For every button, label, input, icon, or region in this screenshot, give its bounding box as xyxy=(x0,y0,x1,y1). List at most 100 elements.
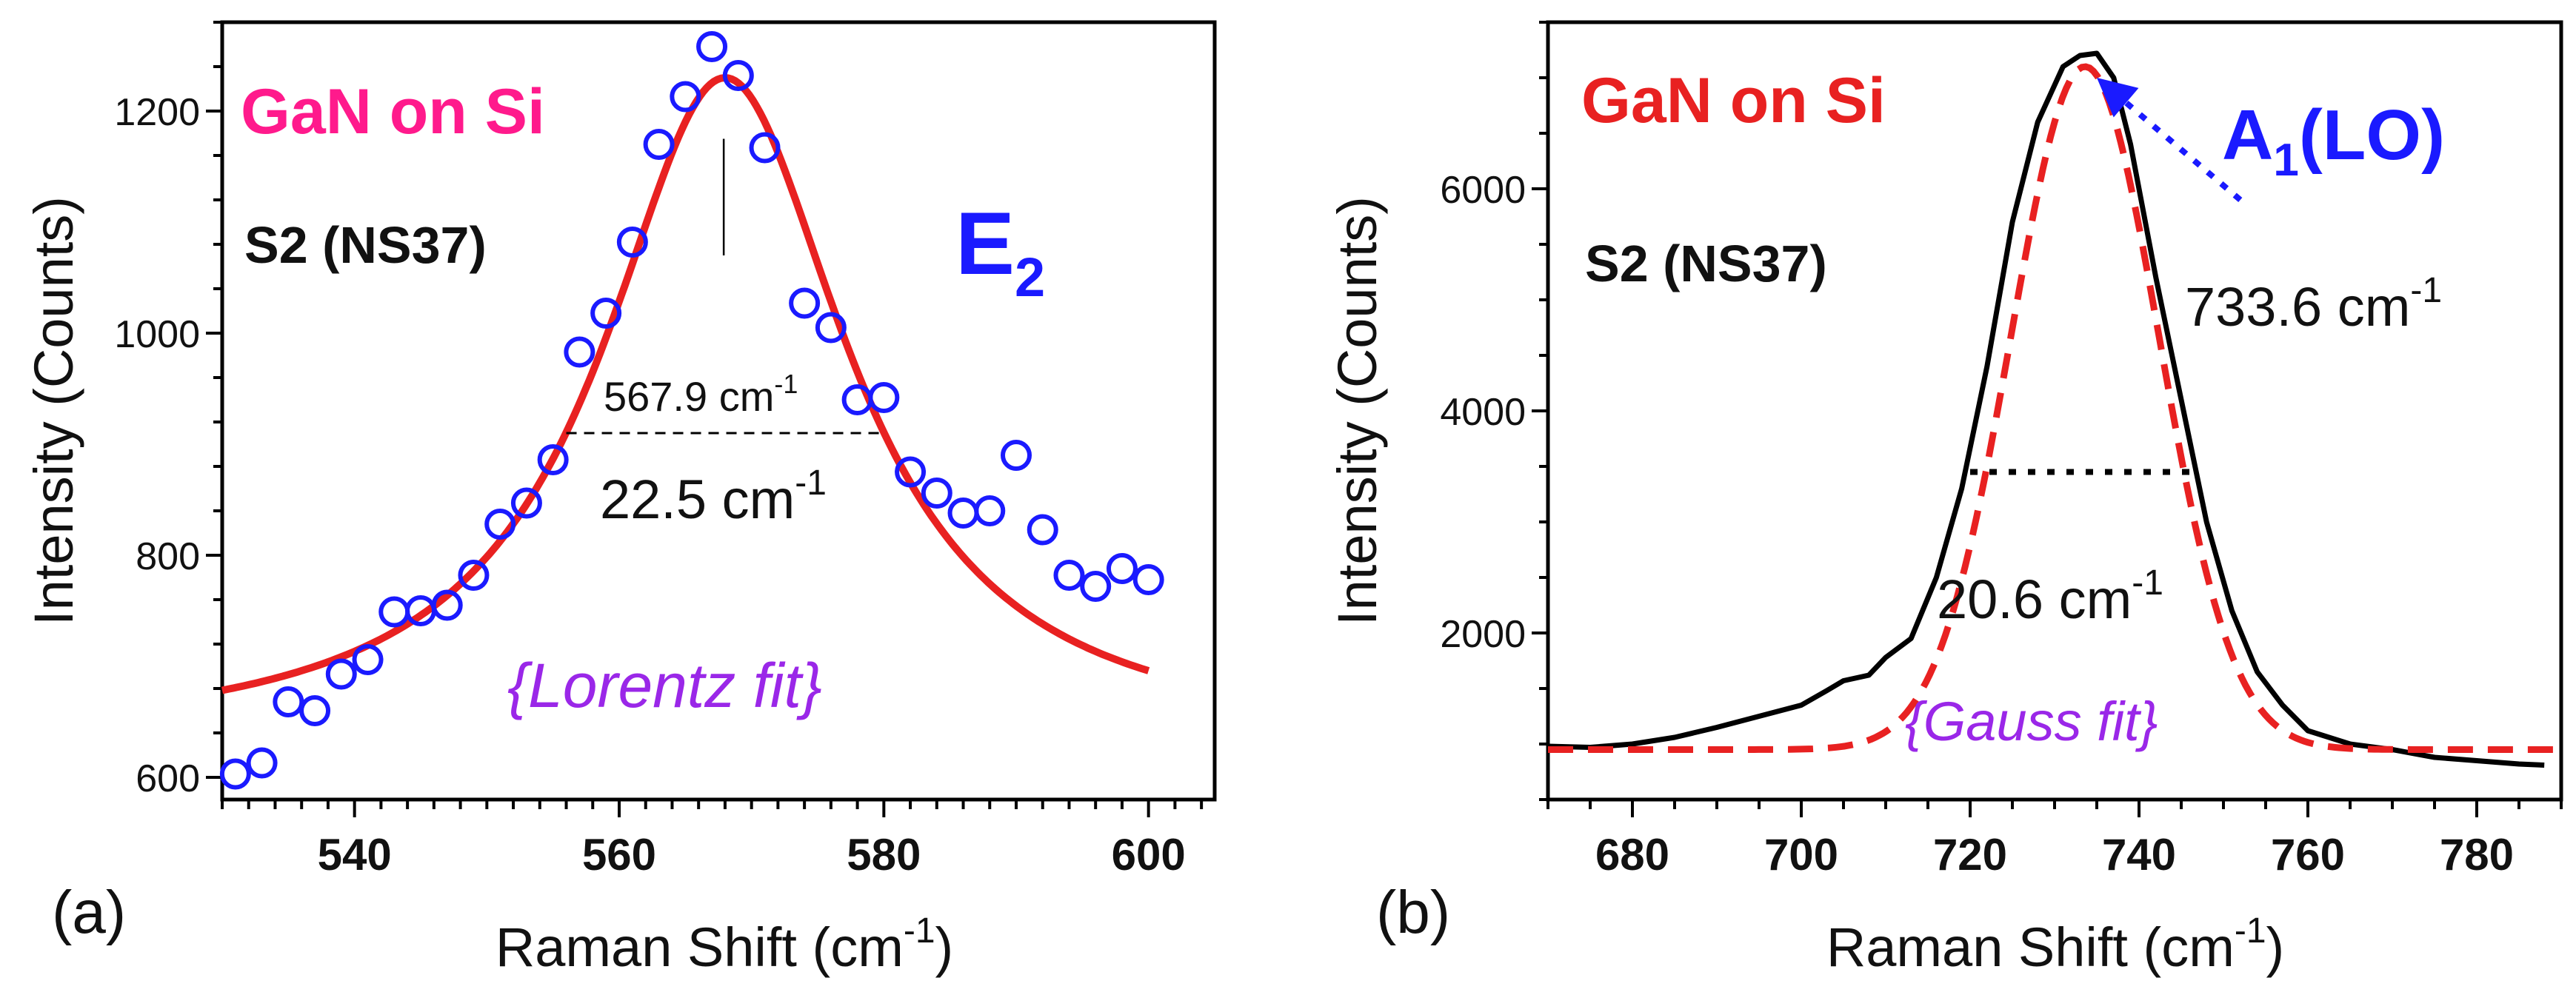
data-point xyxy=(749,132,781,164)
data-point xyxy=(921,478,952,509)
y-tick-label: 6000 xyxy=(1440,169,1526,212)
panel-a-fwhm-text: 22.5 cm xyxy=(600,469,795,530)
panel-a-data-points xyxy=(219,31,1164,790)
panel-b-fwhm-sup: -1 xyxy=(2132,563,2163,603)
panel-a-fit-label: {Lorentz fit} xyxy=(507,651,822,720)
data-point xyxy=(1106,553,1138,584)
data-point xyxy=(219,758,251,790)
panel-b-mode-sub: 1 xyxy=(2273,135,2298,186)
panel-a-sample-id: S2 (NS37) xyxy=(244,216,487,274)
x-tick-label: 740 xyxy=(2102,830,2176,880)
panel-b-x-ticks: 680 700 720 740 760 780 xyxy=(1546,800,2563,880)
x-tick-label: 560 xyxy=(582,830,656,880)
panel-a-xlabel-end: ) xyxy=(935,917,954,978)
panel-b-arrow-head xyxy=(2097,78,2139,118)
panel-a-x-ticks: 540 560 580 600 xyxy=(221,800,1204,880)
y-tick-label: 1200 xyxy=(114,91,200,134)
panel-a-fwhm-label: 22.5 cm-1 xyxy=(600,463,827,530)
panel-b-peak-text: 733.6 cm xyxy=(2185,276,2410,338)
panel-a-peak-text: 567.9 cm xyxy=(604,373,774,420)
panel-a-peak-sup: -1 xyxy=(774,369,798,399)
data-point xyxy=(299,695,331,726)
x-tick-label: 600 xyxy=(1112,830,1186,880)
panel-b-peak-label: 733.6 cm-1 xyxy=(2185,271,2442,338)
panel-b-xlabel-sup: -1 xyxy=(2235,911,2266,951)
panel-b-xlabel-end: ) xyxy=(2266,917,2285,978)
panel-a-y-ticks: 600 800 1000 1200 xyxy=(114,21,222,800)
y-tick-label: 4000 xyxy=(1440,391,1526,434)
panel-a-y-axis-label: Intensity (Counts) xyxy=(23,196,84,626)
panel-b-peak-sup: -1 xyxy=(2410,271,2442,310)
panel-a-frame xyxy=(220,20,1217,802)
x-tick-label: 700 xyxy=(1764,830,1838,880)
panel-a-xlabel-main: Raman Shift (cm xyxy=(495,917,904,978)
data-point xyxy=(484,509,516,540)
y-tick-label: 1000 xyxy=(114,313,200,356)
panel-a-lorentz-fit-curve xyxy=(221,73,1150,694)
panel-b-gauss-fit-curve xyxy=(1548,63,2561,753)
data-point xyxy=(458,560,490,591)
data-point xyxy=(670,81,701,113)
panel-a-sample-label: GaN on Si xyxy=(241,76,545,147)
data-point xyxy=(895,456,927,488)
x-tick-label: 720 xyxy=(1933,830,2007,880)
panel-a-x-axis-label: Raman Shift (cm-1) xyxy=(495,911,953,978)
panel-b-y-ticks: 2000 4000 6000 xyxy=(1440,21,1548,801)
data-point xyxy=(789,287,821,319)
data-point xyxy=(947,498,979,529)
data-point xyxy=(868,382,900,413)
data-point xyxy=(616,227,648,258)
x-tick-label: 540 xyxy=(318,830,392,880)
data-point xyxy=(1027,514,1058,546)
data-point xyxy=(564,336,595,368)
data-point xyxy=(352,644,384,675)
data-point xyxy=(1053,560,1085,591)
panel-a-mode-main: E xyxy=(955,194,1015,293)
panel-b-data-line xyxy=(1547,50,2545,768)
data-point xyxy=(510,487,542,519)
y-tick-label: 2000 xyxy=(1440,613,1526,656)
panel-b-xlabel-main: Raman Shift (cm xyxy=(1826,917,2235,978)
panel-a: 540 560 580 600 600 800 1000 1200 GaN on Si S2… xyxy=(23,20,1217,978)
data-point xyxy=(246,747,278,779)
data-point xyxy=(815,312,847,344)
panel-b-fit-label: {Gauss fit} xyxy=(1905,691,2158,752)
panel-a-xlabel-sup: -1 xyxy=(904,911,935,951)
panel-b-mode-label: A1(LO) xyxy=(2222,96,2445,186)
panel-b-mode-main: A xyxy=(2222,96,2273,175)
data-point xyxy=(378,596,410,628)
panel-b-fwhm-text: 20.6 cm xyxy=(1937,569,2132,630)
panel-b-y-axis-label: Intensity (Counts) xyxy=(1327,196,1388,626)
data-point xyxy=(1132,564,1164,595)
panel-b-label: (b) xyxy=(1376,879,1450,946)
x-tick-label: 760 xyxy=(2271,830,2345,880)
panel-b-x-axis-label: Raman Shift (cm-1) xyxy=(1826,911,2284,978)
panel-a-fwhm-sup: -1 xyxy=(795,463,827,503)
data-point xyxy=(1001,440,1032,471)
panel-b-arrow-line xyxy=(2124,100,2243,203)
x-tick-label: 780 xyxy=(2440,830,2514,880)
panel-b-mode-end: (LO) xyxy=(2299,96,2445,175)
data-point xyxy=(643,129,675,160)
data-point xyxy=(431,589,463,621)
data-point xyxy=(325,658,357,690)
panel-a-label: (a) xyxy=(52,879,126,946)
y-tick-label: 600 xyxy=(136,757,200,800)
data-point xyxy=(537,444,569,475)
y-tick-label: 800 xyxy=(136,535,200,578)
data-point xyxy=(696,31,728,62)
panel-b-sample-label: GaN on Si xyxy=(1581,65,1886,136)
panel-a-mode-label: E2 xyxy=(955,194,1045,308)
data-point xyxy=(1080,571,1112,602)
data-point xyxy=(722,60,754,91)
panel-b-sample-id: S2 (NS37) xyxy=(1585,235,1827,292)
panel-a-mode-sub: 2 xyxy=(1015,247,1045,308)
data-point xyxy=(974,495,1006,526)
panel-b: 680 700 720 740 760 780 2000 4000 6000 GaN on S… xyxy=(1327,20,2563,978)
x-tick-label: 580 xyxy=(847,830,921,880)
data-point xyxy=(590,298,622,329)
panel-a-peak-label: 567.9 cm-1 xyxy=(604,369,798,420)
x-tick-label: 680 xyxy=(1595,830,1669,880)
panel-b-fwhm-label: 20.6 cm-1 xyxy=(1937,563,2163,630)
